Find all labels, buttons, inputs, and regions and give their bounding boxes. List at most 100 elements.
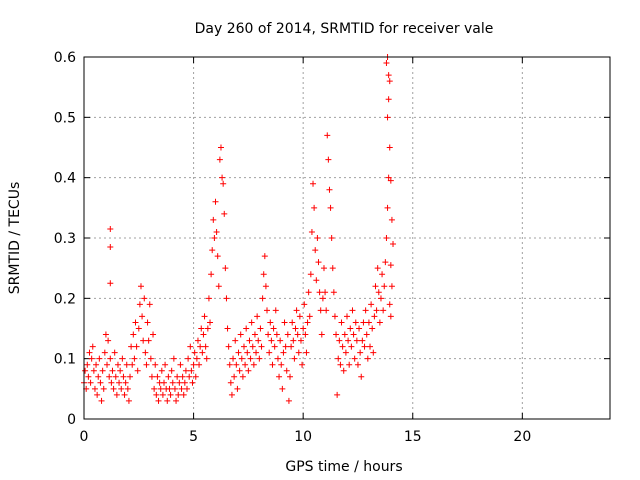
data-point [363, 331, 370, 338]
data-point [233, 361, 240, 368]
data-point [124, 385, 131, 392]
data-point [125, 397, 132, 404]
data-point [98, 397, 105, 404]
data-point [370, 349, 377, 356]
data-point [300, 325, 307, 332]
data-point [383, 235, 390, 241]
data-point [221, 210, 228, 217]
y-axis-label: SRMTID / TECUs [7, 182, 23, 295]
data-point [341, 331, 348, 338]
x-axis-label: GPS time / hours [285, 459, 402, 475]
data-point [234, 385, 241, 392]
data-point [271, 343, 278, 350]
data-point [344, 313, 350, 320]
data-point [175, 391, 182, 398]
data-point [268, 337, 275, 344]
x-tick-label: 5 [189, 429, 198, 445]
data-point [177, 361, 184, 368]
data-point [351, 355, 358, 362]
x-tick-label: 10 [294, 429, 312, 445]
data-point [101, 349, 108, 356]
data-point [281, 319, 288, 326]
data-point [310, 180, 317, 187]
data-point [162, 361, 169, 368]
data-point [141, 295, 148, 302]
data-point [301, 301, 308, 308]
data-point [224, 325, 231, 332]
data-point [328, 235, 335, 241]
y-tick-label: 0.6 [54, 50, 76, 66]
data-point [357, 349, 364, 356]
data-point [360, 319, 367, 326]
data-point [261, 253, 268, 260]
data-point [96, 355, 103, 362]
data-point [374, 265, 381, 272]
data-point [146, 301, 153, 308]
data-point [109, 367, 116, 374]
data-point [386, 78, 393, 85]
data-point [273, 331, 280, 338]
data-point [223, 295, 230, 302]
data-point [113, 391, 120, 398]
data-point [303, 349, 310, 356]
data-point [189, 379, 196, 386]
data-point [361, 343, 368, 350]
data-point [342, 349, 349, 356]
data-point [144, 319, 151, 326]
data-point [362, 307, 369, 314]
data-point [276, 373, 283, 380]
data-point [140, 337, 147, 344]
data-point [325, 156, 332, 163]
data-point [82, 367, 89, 374]
data-point [230, 355, 237, 362]
data-point [130, 331, 137, 338]
data-point [167, 391, 174, 398]
data-point [305, 289, 312, 296]
data-point [215, 283, 222, 290]
data-point [375, 289, 382, 296]
data-point [212, 198, 219, 205]
y-tick-label: 0.4 [54, 171, 76, 187]
data-point [368, 301, 375, 308]
data-point [97, 379, 104, 386]
data-points [81, 54, 397, 404]
data-point [85, 373, 92, 380]
data-point [197, 343, 204, 350]
data-point [372, 283, 379, 290]
data-point [93, 361, 100, 368]
data-point [318, 331, 325, 338]
data-point [88, 355, 95, 362]
data-point [198, 325, 205, 332]
data-point [117, 367, 124, 374]
data-point [213, 228, 220, 235]
data-point [119, 355, 126, 362]
data-point [232, 337, 239, 344]
data-point [313, 277, 320, 284]
data-point [170, 355, 177, 362]
data-point [139, 313, 146, 320]
data-point [122, 379, 129, 386]
data-point [264, 307, 271, 314]
data-point [118, 385, 125, 392]
data-point [377, 295, 384, 302]
data-point [216, 156, 223, 163]
data-point [369, 325, 376, 332]
data-point [152, 361, 159, 368]
data-point [157, 385, 164, 392]
data-point [104, 361, 111, 368]
data-point [382, 259, 389, 266]
data-point [254, 313, 261, 320]
data-point [244, 349, 251, 356]
data-point [387, 313, 394, 320]
data-point [294, 331, 301, 338]
data-point [235, 349, 242, 356]
data-point [385, 96, 392, 103]
data-point [384, 204, 391, 211]
data-point [387, 177, 394, 184]
data-point [108, 379, 115, 386]
data-point [188, 367, 195, 374]
chart-title: Day 260 of 2014, SRMTID for receiver val… [195, 21, 494, 37]
data-point [100, 385, 107, 392]
data-point [200, 331, 207, 338]
data-point [168, 367, 175, 374]
